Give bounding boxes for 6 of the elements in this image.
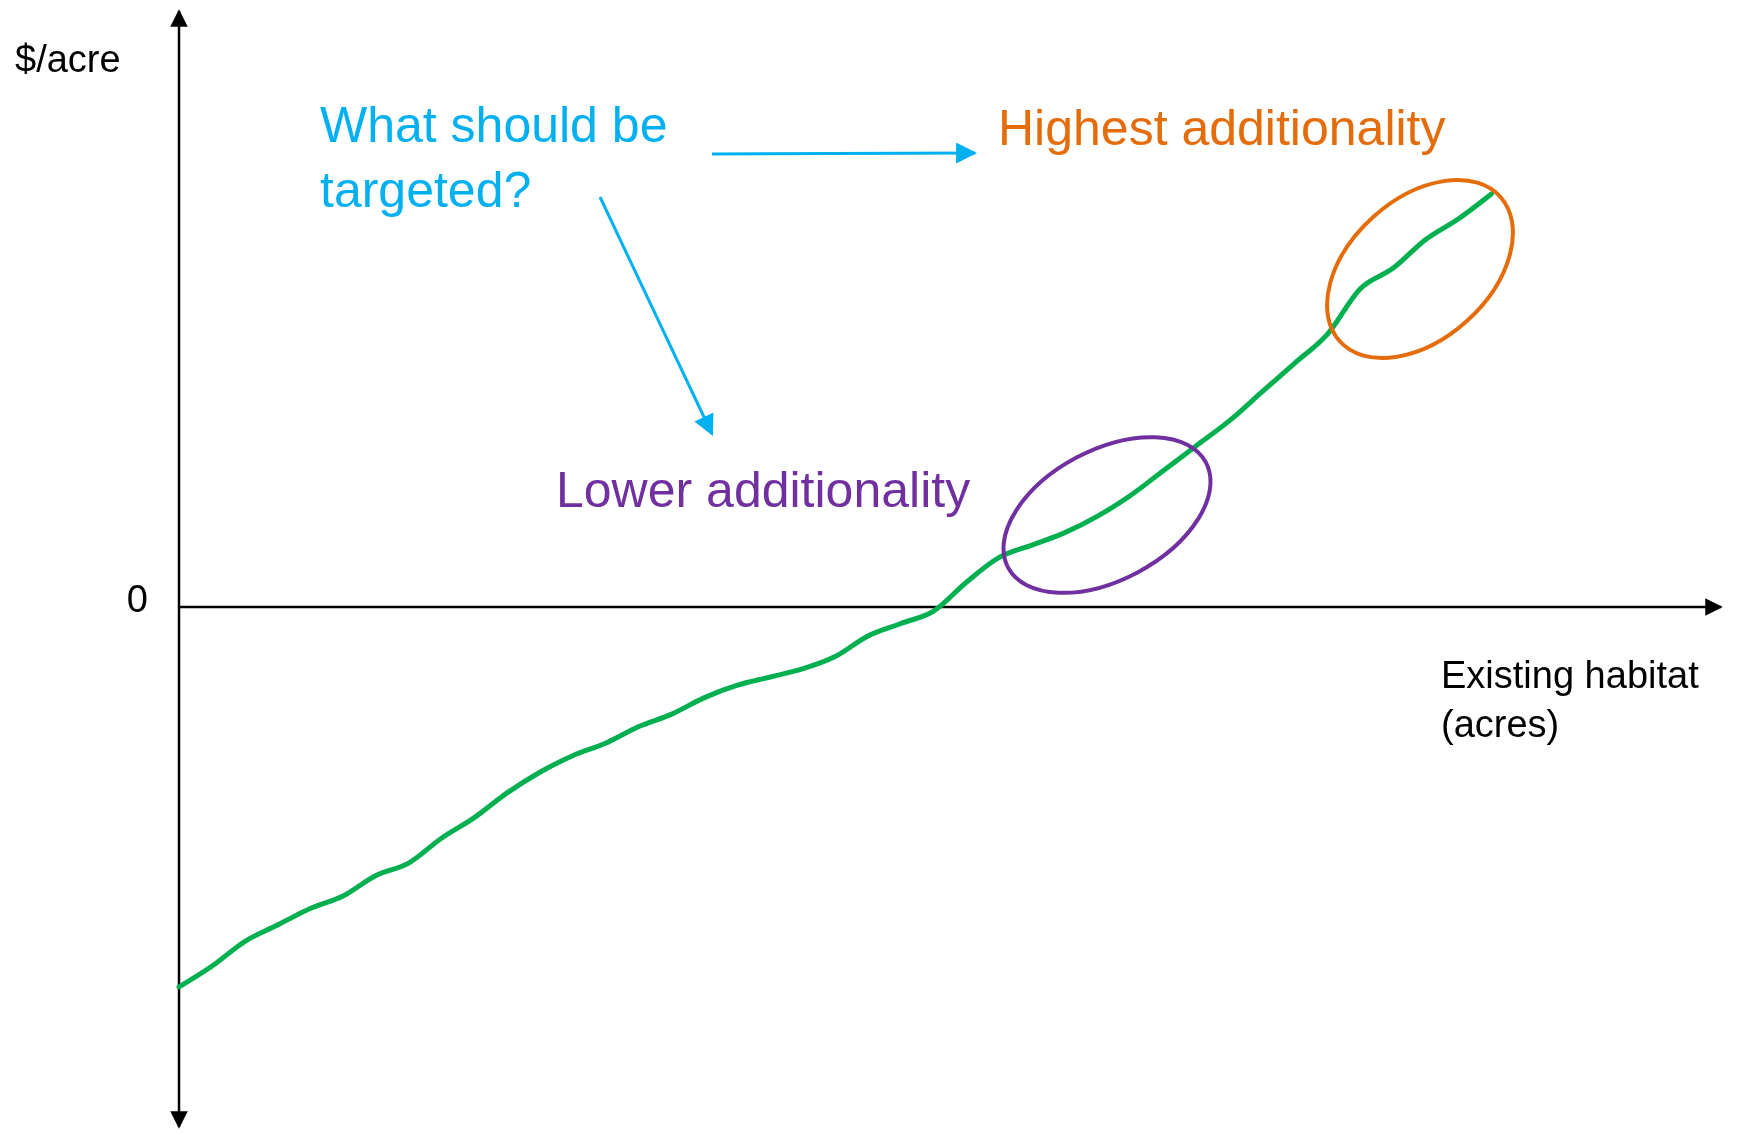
x-axis-title: Existing habitat (acres) [1441, 654, 1700, 746]
text: 0 [126, 578, 148, 620]
annotation: Lower additionality [556, 462, 971, 518]
annotation: What should be targeted? [320, 97, 668, 218]
text: Highest additionality [998, 100, 1446, 156]
y-axis-title: $/acre [15, 38, 121, 80]
